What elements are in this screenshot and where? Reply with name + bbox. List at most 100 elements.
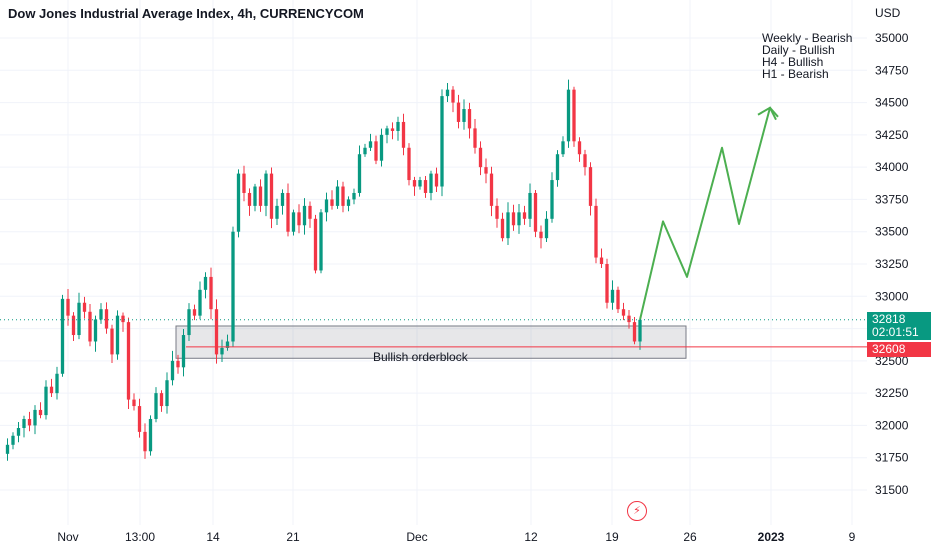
candle-body <box>176 360 180 368</box>
y-tick-label: 32250 <box>875 386 909 400</box>
candle-body <box>60 298 65 374</box>
candle-body <box>71 315 76 336</box>
projection-path <box>639 106 779 321</box>
candle-body <box>297 212 301 226</box>
candle-body <box>275 205 279 219</box>
candle-body <box>594 205 598 258</box>
candle-body <box>407 147 411 181</box>
candle-body <box>16 428 21 436</box>
candle-body <box>544 218 549 239</box>
y-tick-label: 31500 <box>875 483 909 497</box>
candle-body <box>473 128 477 148</box>
y-tick-label: 33750 <box>875 192 909 206</box>
candle-body <box>522 212 527 219</box>
candle-body <box>352 192 356 200</box>
x-tick-label: Nov <box>57 530 78 544</box>
candle-body <box>220 347 224 355</box>
orderblock-zone[interactable] <box>175 325 687 359</box>
candle-body <box>451 89 455 103</box>
candle-body <box>38 409 43 416</box>
candle-body <box>225 341 230 348</box>
candle-body <box>506 212 510 239</box>
y-tick-label: 32500 <box>875 354 909 368</box>
y-tick-label: 34250 <box>875 128 909 142</box>
x-tick-label: 2023 <box>758 530 785 544</box>
candle-body <box>478 147 483 168</box>
candle-body <box>588 167 593 206</box>
candle-body <box>192 309 197 316</box>
time-axis[interactable]: Nov 13:00 14 21 Dec 12 19 26 2023 9 <box>57 530 855 544</box>
bar-countdown: 02:01:51 <box>872 325 919 339</box>
candle-body <box>423 180 428 193</box>
candle-body <box>137 406 142 432</box>
projection-line <box>639 106 779 321</box>
candle-body <box>330 199 334 206</box>
candle-body <box>346 199 351 206</box>
candle-body <box>159 393 164 407</box>
projection-arrowhead <box>757 106 777 121</box>
candle-body <box>126 322 131 400</box>
candle-body <box>434 173 439 187</box>
candle-body <box>467 109 472 129</box>
candle-body <box>368 141 373 148</box>
candle-body <box>308 205 312 219</box>
candle-body <box>533 192 538 232</box>
candle-body <box>121 315 125 323</box>
candle-body <box>313 218 318 271</box>
x-tick-label: 9 <box>849 530 856 544</box>
currency-label: USD <box>875 6 901 20</box>
candle-body <box>5 444 10 454</box>
note-weekly: Weekly - Bearish <box>762 31 853 45</box>
candle-body <box>396 121 400 131</box>
candle-body <box>104 309 109 329</box>
bias-notes: Weekly - Bearish Daily - Bullish H4 - Bu… <box>762 32 852 80</box>
candle-body <box>495 205 499 219</box>
candle-body <box>561 141 565 155</box>
candle-body <box>610 289 615 303</box>
candle-body <box>500 218 505 239</box>
candle-body <box>55 373 59 394</box>
current-price-value: 32818 <box>872 312 906 326</box>
note-h4: H4 - Bullish <box>762 55 824 69</box>
y-tick-label: 33250 <box>875 257 909 271</box>
candle-body <box>33 409 37 426</box>
x-tick-label: Dec <box>406 530 427 544</box>
candle-body <box>82 302 87 312</box>
candle-body <box>148 418 153 452</box>
lightning-icon[interactable]: ⚡ <box>627 501 647 521</box>
note-daily: Daily - Bullish <box>762 43 835 57</box>
candle-body <box>555 154 560 181</box>
candle-body <box>99 309 103 320</box>
candle-body <box>374 141 378 161</box>
candle-body <box>88 311 92 342</box>
candle-body <box>66 298 70 316</box>
candle-body <box>511 212 516 226</box>
x-tick-label: 19 <box>605 530 619 544</box>
candle-body <box>198 289 202 316</box>
candle-body <box>22 418 26 429</box>
candle-body <box>539 231 543 239</box>
candle-body <box>181 335 186 368</box>
y-tick-label: 31750 <box>875 451 909 465</box>
candle-body <box>412 180 417 187</box>
y-tick-label: 34500 <box>875 96 909 110</box>
candle-body <box>231 231 235 342</box>
price-axis[interactable]: 3150031750320003225032500327503300033250… <box>875 31 909 497</box>
candle-body <box>187 309 191 336</box>
candle-body <box>11 435 15 445</box>
candle-body <box>605 264 609 303</box>
candle-body <box>484 167 488 174</box>
candle-body <box>335 186 340 206</box>
candle-body <box>379 134 384 161</box>
candle-body <box>462 109 466 122</box>
candle-body <box>170 360 175 381</box>
candle-body <box>253 186 257 206</box>
x-tick-label: 21 <box>286 530 300 544</box>
candle-body <box>214 309 219 355</box>
candle-body <box>247 192 252 206</box>
candle-body <box>456 102 461 122</box>
candle-body <box>27 418 32 426</box>
candle-body <box>302 205 307 226</box>
candlestick-series <box>5 79 642 461</box>
